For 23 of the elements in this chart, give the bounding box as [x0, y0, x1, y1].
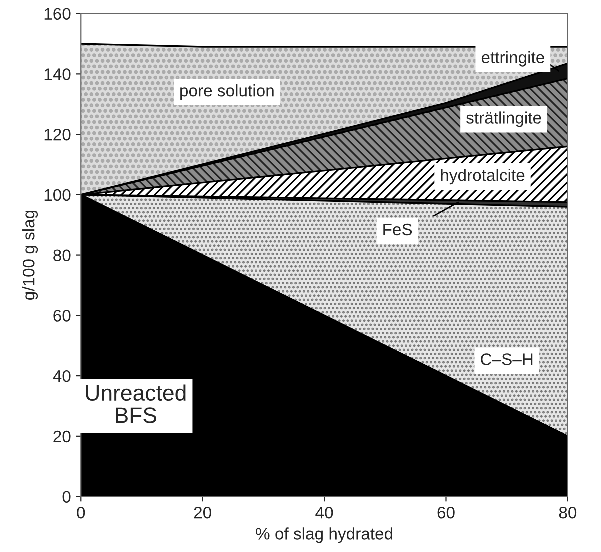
- x-tick-label: 20: [194, 506, 212, 519]
- y-tick-label: 120: [44, 128, 71, 141]
- series-label: C–S–H: [481, 354, 533, 366]
- legend-label: ettringite: [482, 51, 544, 67]
- series-label: pore solution: [180, 84, 274, 100]
- series-label: Unreacted BFS: [86, 384, 186, 424]
- y-tick-label: 80: [54, 250, 71, 262]
- x-axis-title: % of slag hydrated: [256, 528, 392, 544]
- y-tick-label: 100: [44, 189, 71, 202]
- y-axis-title: g/100 g slag: [22, 210, 38, 300]
- series-label: hydrotalcite: [441, 169, 525, 185]
- y-tick-label: 40: [53, 370, 71, 382]
- y-tick-label: 0: [62, 491, 71, 504]
- x-tick-label: 40: [316, 506, 334, 519]
- y-tick-label: 20: [54, 430, 71, 443]
- y-tick-label: 140: [44, 68, 71, 80]
- series-label: strätlingite: [466, 112, 542, 128]
- x-tick-label: 80: [559, 506, 577, 519]
- y-tick-label: 60: [54, 310, 71, 322]
- x-tick-label: 60: [438, 506, 455, 519]
- series-label: FeS: [384, 224, 412, 236]
- x-tick-label: 0: [77, 506, 86, 519]
- y-tick-label: 160: [44, 8, 71, 20]
